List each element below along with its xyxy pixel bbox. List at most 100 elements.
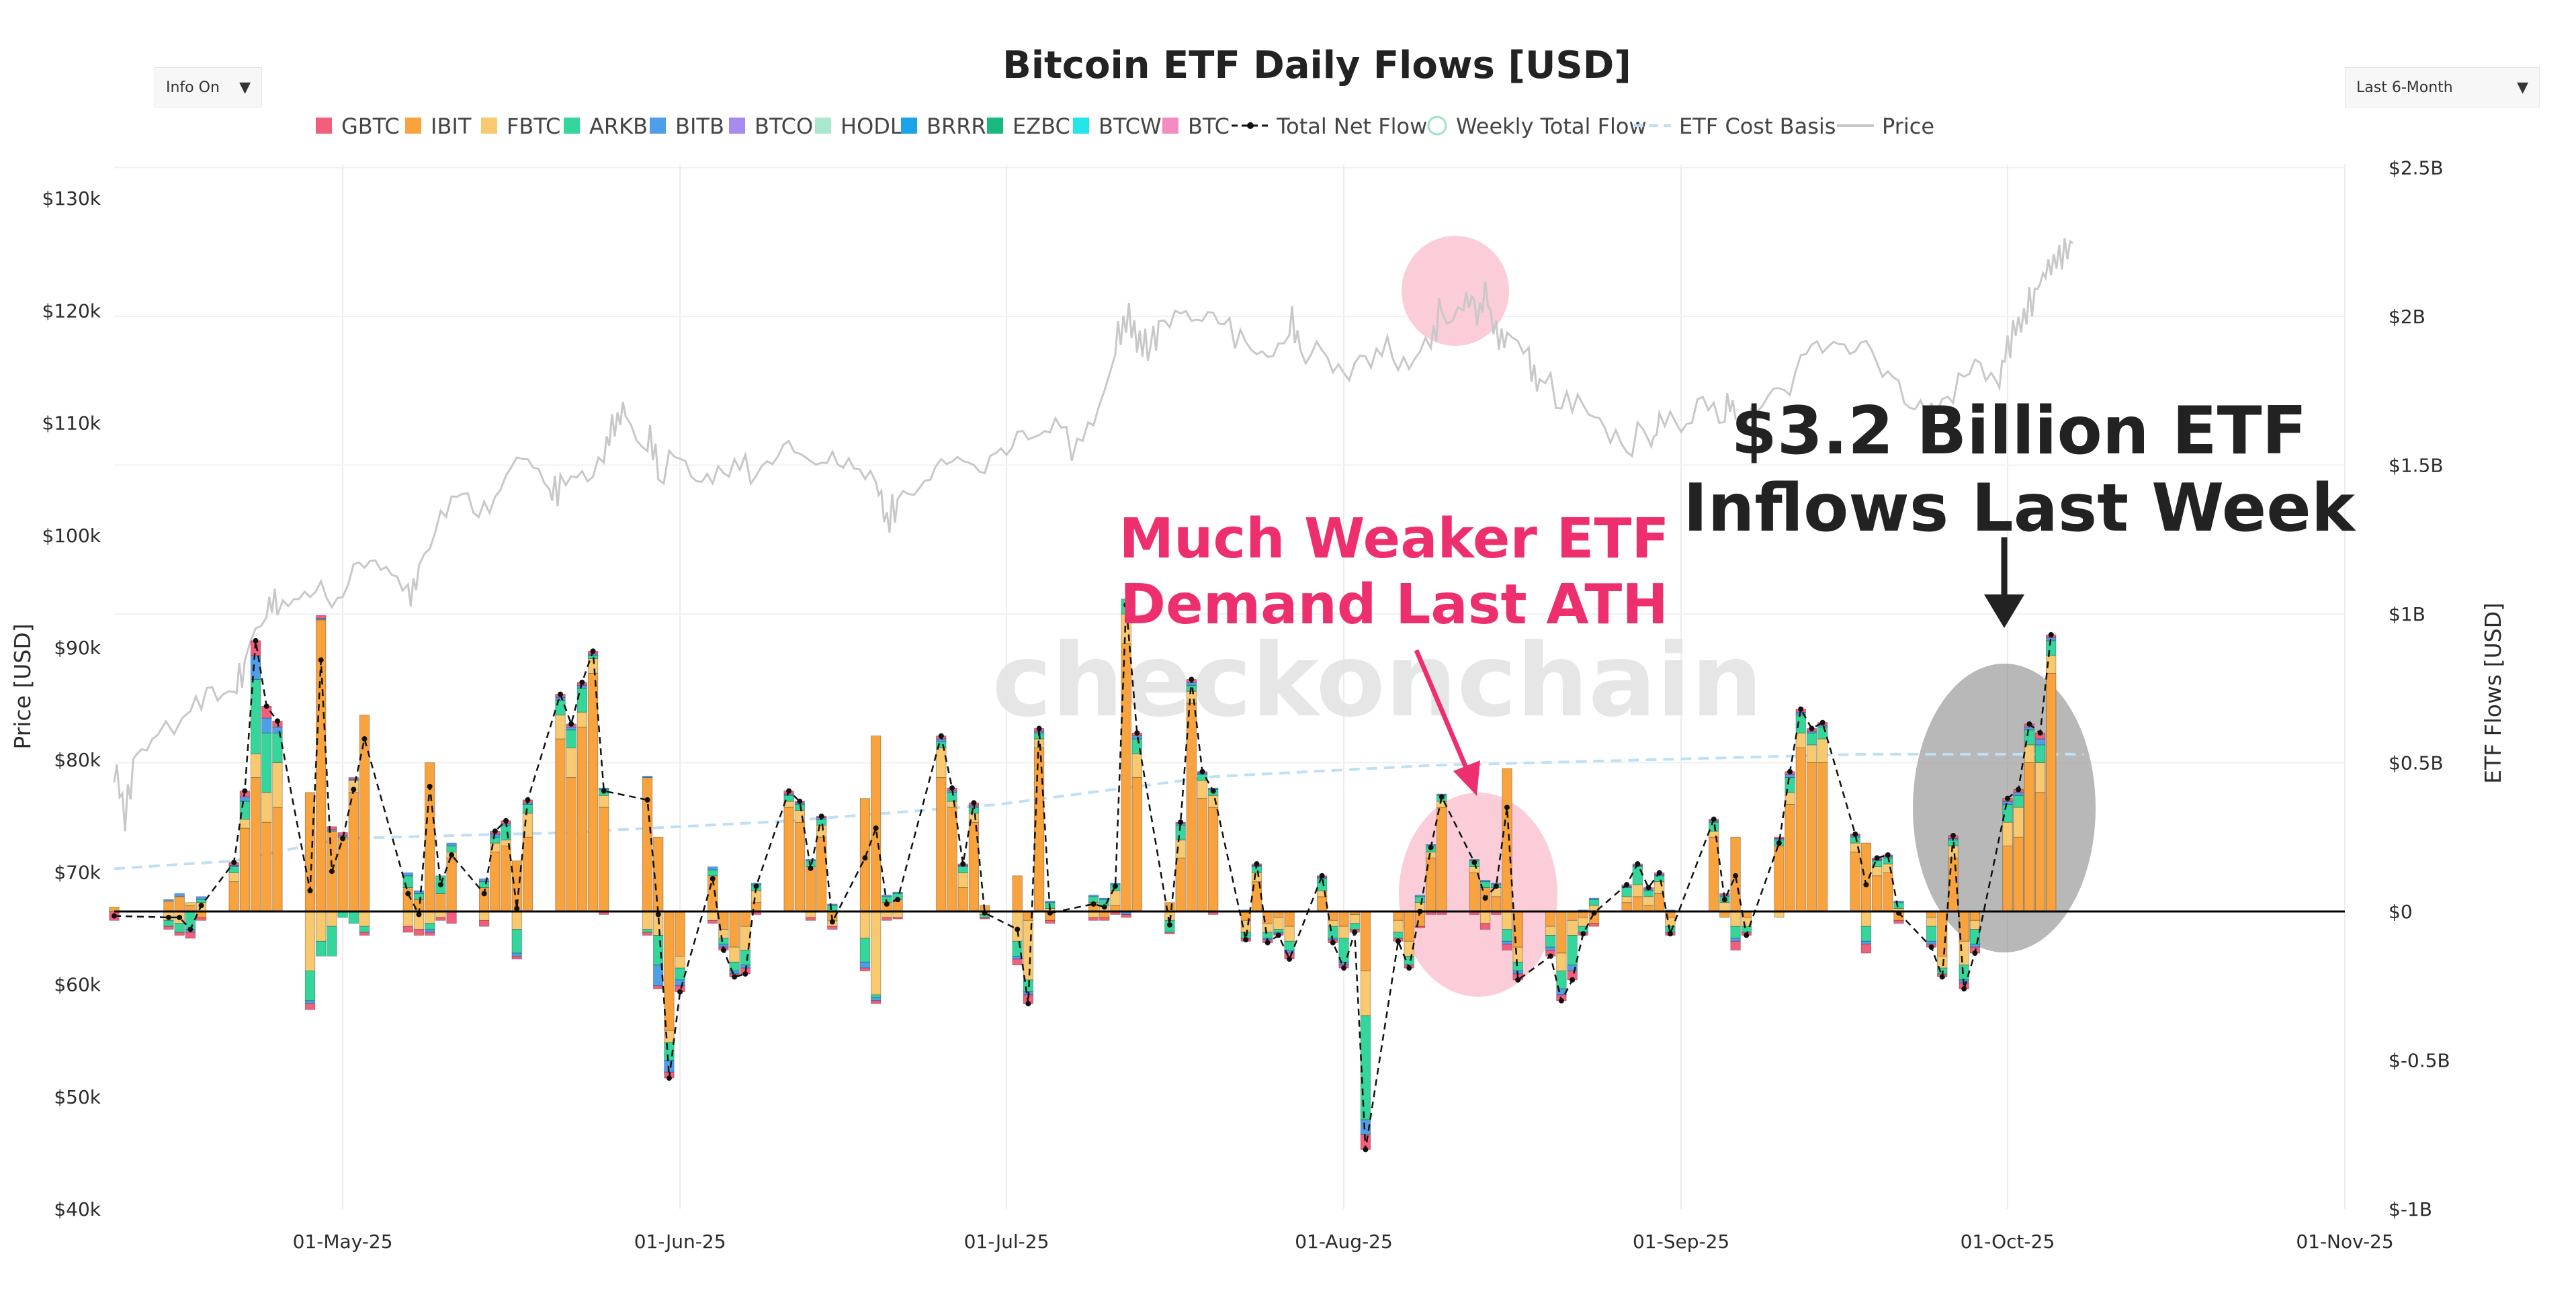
legend-swatch-brrr-icon xyxy=(901,118,917,134)
flow-bar-gbtc xyxy=(859,967,871,972)
flow-bar-bitb xyxy=(882,895,892,897)
flow-bar-ibit xyxy=(576,726,588,912)
flow-bar-fbtc xyxy=(1273,917,1284,930)
flow-bar-ibit xyxy=(566,777,576,912)
flow-bar-bitb xyxy=(196,896,207,900)
flow-bar-day xyxy=(348,777,359,924)
total-net-flow-point xyxy=(361,736,368,742)
flow-bar-day xyxy=(490,830,501,912)
total-net-flow-point xyxy=(710,876,716,882)
flow-bar-fbtc xyxy=(936,747,947,778)
flow-bar-fbtc xyxy=(2024,744,2034,763)
flow-bar-fbtc xyxy=(1860,911,1872,927)
right-axis-title: ETF Flows [USD] xyxy=(2480,602,2506,784)
flow-bar-ibit xyxy=(1871,875,1883,912)
flow-bar-day xyxy=(1860,842,1872,954)
flow-bar-fbtc xyxy=(1621,896,1632,903)
flow-bar-gbtc xyxy=(1099,917,1110,921)
flow-bar-arkb xyxy=(478,881,490,888)
flow-bar-day xyxy=(871,735,882,1004)
flow-bar-gbtc xyxy=(402,926,413,933)
total-net-flow-point xyxy=(1264,940,1271,946)
flow-bar-fbtc xyxy=(478,911,490,921)
flow-bar-fbtc xyxy=(359,911,370,927)
chart-title: Bitcoin ETF Daily Flows [USD] xyxy=(1002,44,1631,87)
flow-bar-fbtc xyxy=(576,711,588,727)
flow-bar-ibit xyxy=(1556,911,1567,954)
total-net-flow-point xyxy=(187,926,194,932)
flow-bar-ibit xyxy=(228,881,239,912)
flow-bar-fbtc xyxy=(272,762,283,808)
flow-bar-bitb xyxy=(2034,738,2046,746)
flow-bar-fbtc xyxy=(2002,821,2013,846)
flow-bar-day xyxy=(1338,911,1349,969)
flow-bar-day xyxy=(239,791,250,912)
total-net-flow-point xyxy=(884,901,890,907)
flow-bar-arkb xyxy=(1643,890,1654,897)
flow-bar-bitb xyxy=(425,929,435,933)
flow-bar-fbtc xyxy=(1012,911,1023,942)
total-net-flow-point xyxy=(590,648,596,654)
flow-bar-ibit xyxy=(1817,762,1828,912)
flow-bar-bitb xyxy=(1860,940,1872,945)
flow-bar-arkb xyxy=(359,926,370,933)
flow-bar-ibit xyxy=(2034,792,2046,912)
flow-bar-arkb xyxy=(1414,896,1426,903)
flow-bar-gbtc xyxy=(1164,932,1175,934)
total-net-flow-point xyxy=(1352,930,1358,936)
flow-bar-ibit xyxy=(435,893,446,912)
total-net-flow-point xyxy=(1645,885,1651,891)
price-line xyxy=(113,238,2073,832)
flow-bar-bitb xyxy=(304,1000,316,1004)
flow-bar-arkb xyxy=(1654,875,1665,883)
strong-inflows-label-line2: Inflows Last Week xyxy=(1683,470,2357,547)
left-axis-tick-label: $120k xyxy=(42,300,101,322)
flow-bar-fbtc xyxy=(261,792,272,823)
total-net-flow-point xyxy=(862,855,868,861)
flow-bar-day xyxy=(1131,732,1142,912)
flow-bar-arkb xyxy=(228,866,239,873)
total-net-flow-point xyxy=(177,914,183,920)
flow-bar-ibit xyxy=(1469,873,1480,912)
flow-bar-day xyxy=(882,895,892,921)
flow-bar-arkb xyxy=(316,940,327,956)
flow-bar-ibit xyxy=(1175,857,1186,912)
legend-label: BTCO xyxy=(755,114,813,139)
total-net-flow-point xyxy=(558,691,563,697)
legend-swatch-ibit-icon xyxy=(405,118,421,134)
flow-bar-gbtc xyxy=(1121,914,1131,918)
flow-bar-bitb xyxy=(1926,940,1937,945)
flow-bar-bitb xyxy=(1545,946,1556,950)
flow-bar-ibit xyxy=(794,821,805,912)
flow-bar-day xyxy=(1709,819,1719,912)
legend-swatch-btco-icon xyxy=(729,118,745,134)
flow-bar-fbtc xyxy=(555,715,566,740)
total-net-flow-point xyxy=(340,836,346,842)
x-axis-tick-label: 01-Jun-25 xyxy=(634,1231,726,1253)
flow-bar-bitb xyxy=(805,859,816,862)
flow-bar-ibit xyxy=(783,807,794,912)
total-net-flow-line xyxy=(114,605,2052,1150)
flow-bar-ibit xyxy=(239,828,250,912)
flow-bar-arkb xyxy=(261,732,272,793)
flow-bar-day xyxy=(1033,728,1045,912)
flow-bar-bitb xyxy=(1730,938,1741,942)
flow-bar-arkb xyxy=(2002,804,2013,823)
flow-bar-gbtc xyxy=(1088,917,1099,921)
total-net-flow-point xyxy=(1101,904,1107,910)
legend-label: BRRR xyxy=(927,114,986,139)
total-net-flow-point xyxy=(742,971,748,977)
total-net-flow-point xyxy=(481,891,487,897)
flow-bar-arkb xyxy=(402,875,413,888)
flow-bar-fbtc xyxy=(1131,753,1142,778)
legend-swatch-arkb-icon xyxy=(564,118,580,134)
flow-bar-arkb xyxy=(642,929,653,933)
flow-bar-arkb xyxy=(653,935,664,966)
flow-bar-fbtc xyxy=(1360,971,1371,1016)
flow-bar-bitb xyxy=(871,997,882,1001)
flow-bar-day xyxy=(163,899,174,930)
info-toggle-button[interactable]: Info On ▼ xyxy=(155,67,262,107)
flow-bar-day xyxy=(1795,709,1806,912)
flow-bar-day xyxy=(522,799,533,912)
range-select[interactable]: Last 6-Month ▼ xyxy=(2345,67,2540,107)
